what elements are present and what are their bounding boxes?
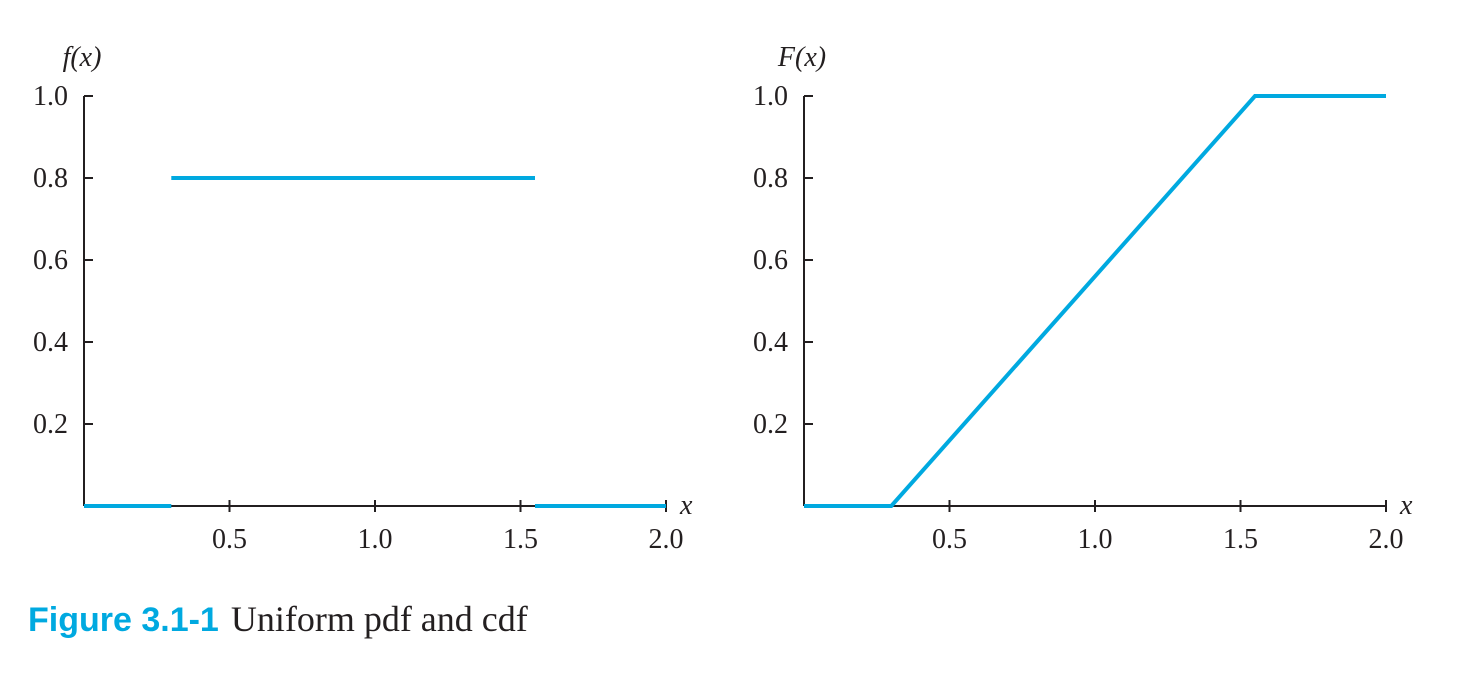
y-tick-label: 0.2 — [753, 409, 788, 440]
y-tick-label: 0.8 — [753, 163, 788, 194]
y-tick-label: 0.2 — [33, 409, 68, 440]
y-tick-label: 0.4 — [753, 327, 788, 358]
figure-caption-text: Uniform pdf and cdf — [230, 599, 528, 639]
x-tick-label: 0.5 — [932, 524, 967, 555]
x-axis-label: x — [1399, 490, 1413, 521]
x-tick-label: 1.0 — [358, 524, 393, 555]
y-tick-label: 1.0 — [753, 81, 788, 112]
y-axis-label: f(x) — [63, 42, 102, 73]
y-tick-label: 0.4 — [33, 327, 68, 358]
x-tick-label: 1.0 — [1078, 524, 1113, 555]
y-tick-label: 0.8 — [33, 163, 68, 194]
y-tick-label: 0.6 — [753, 245, 788, 276]
cdf-chart: 0.2 0.4 0.6 0.8 1.0 0.5 1.0 1.5 2.0 F(x) x — [753, 42, 1413, 555]
x-tick-label: 2.0 — [1369, 524, 1404, 555]
figure-caption: Figure 3.1-1 Uniform pdf and cdf — [28, 598, 528, 640]
x-tick-label: 2.0 — [649, 524, 684, 555]
x-tick-label: 1.5 — [503, 524, 538, 555]
x-tick-label: 1.5 — [1223, 524, 1258, 555]
figure-number: Figure 3.1-1 — [28, 601, 219, 639]
x-axis-label: x — [679, 490, 693, 521]
y-axis-label: F(x) — [777, 42, 826, 73]
series-segment-0 — [804, 94, 1386, 508]
pdf-chart: 0.2 0.4 0.6 0.8 1.0 0.5 1.0 1.5 2.0 f(x) x — [33, 42, 693, 555]
x-tick-label: 0.5 — [212, 524, 247, 555]
y-tick-label: 1.0 — [33, 81, 68, 112]
y-tick-label: 0.6 — [33, 245, 68, 276]
